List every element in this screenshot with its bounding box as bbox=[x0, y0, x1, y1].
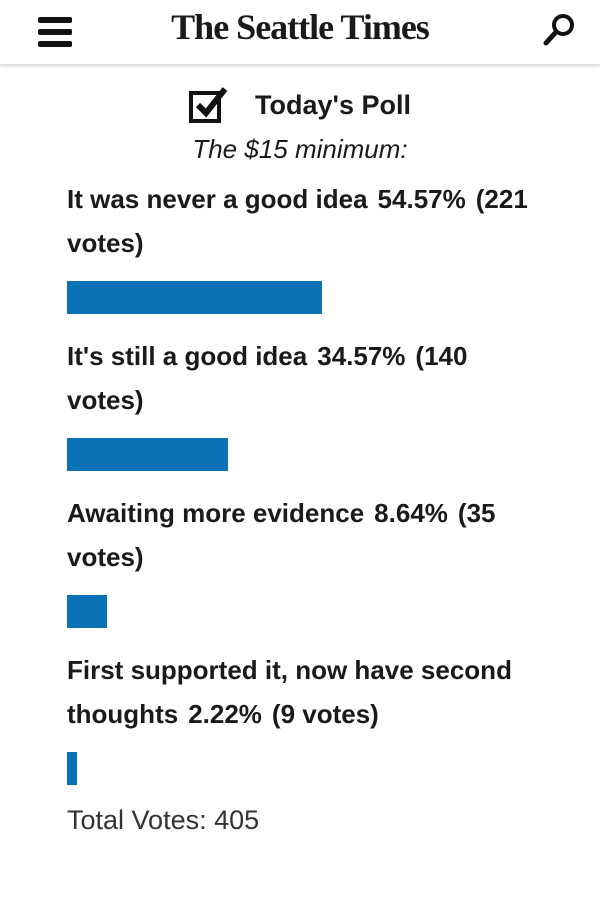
option-label: First supported it, now have second thou… bbox=[67, 655, 512, 729]
option-votes: (221 votes) bbox=[67, 184, 528, 258]
menu-button[interactable] bbox=[36, 12, 76, 52]
result-bar bbox=[67, 752, 78, 785]
option-votes: (9 votes) bbox=[271, 699, 379, 729]
poll-title: Today's Poll bbox=[255, 89, 411, 120]
option-label: Awaiting more evidence bbox=[67, 498, 365, 528]
option-percent: 54.57% bbox=[377, 184, 466, 214]
option-text: It's still a good idea 34.57% (140 votes) bbox=[67, 334, 537, 422]
option-percent: 34.57% bbox=[317, 341, 406, 371]
option-label: It's still a good idea bbox=[67, 341, 308, 371]
total-votes: Total Votes: 405 bbox=[67, 805, 260, 835]
result-bar bbox=[67, 438, 229, 471]
option-label: It was never a good idea bbox=[67, 184, 368, 214]
result-bar bbox=[67, 281, 322, 314]
option-text: First supported it, now have second thou… bbox=[67, 648, 537, 736]
result-bar bbox=[67, 595, 108, 628]
poll-header: Today's Poll bbox=[0, 82, 600, 128]
search-button[interactable] bbox=[540, 10, 580, 50]
option-text: It was never a good idea 54.57% (221 votes… bbox=[67, 177, 537, 265]
option-percent: 8.64% bbox=[374, 498, 448, 528]
logo[interactable]: The Seattle Times bbox=[171, 7, 430, 47]
poll-options: It was never a good idea 54.57% (221 votes… bbox=[67, 177, 537, 785]
option-percent: 2.22% bbox=[188, 699, 262, 729]
header: The Seattle Times bbox=[0, 0, 600, 65]
poll: Today's Poll The $15 minimum: It was nev… bbox=[67, 82, 537, 836]
option-votes: (140 votes) bbox=[67, 341, 468, 415]
option-text: Awaiting more evidence 8.64% (35 votes) bbox=[67, 491, 537, 579]
option-votes: (35 votes) bbox=[67, 498, 496, 572]
poll-icon bbox=[189, 87, 228, 123]
poll-question: The $15 minimum: bbox=[192, 134, 408, 164]
